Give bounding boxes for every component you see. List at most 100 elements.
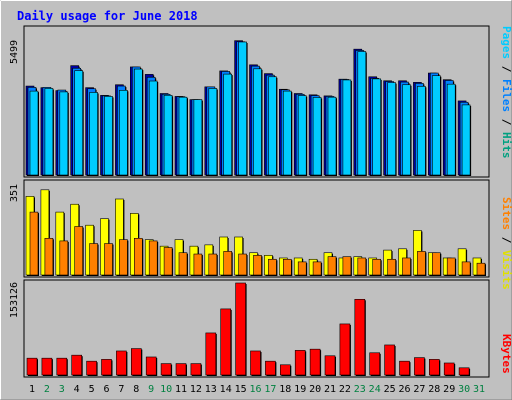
- bar-hits-day-5-body: [89, 92, 98, 176]
- x-tick-label-day-10: 10: [160, 384, 172, 395]
- bar-hits-day-26-body: [402, 84, 411, 176]
- bar-kbytes-day-12: [190, 363, 202, 376]
- bar-sites-day-24: [372, 258, 382, 276]
- bar-hits-day-17-body: [268, 76, 277, 176]
- bar-hits-day-30-body: [461, 104, 471, 176]
- bar-sites-day-25-body: [387, 258, 396, 276]
- bar-kbytes-day-20: [309, 348, 322, 376]
- x-tick-label-day-17: 17: [264, 384, 276, 395]
- bar-kbytes-day-18: [279, 364, 292, 376]
- bar-kbytes-day-14-body: [220, 308, 231, 376]
- bar-kbytes-day-28-body: [428, 359, 440, 376]
- bar-hits-day-2: [44, 88, 54, 176]
- bar-sites-day-28-body: [431, 252, 441, 276]
- bar-sites-day-3-body: [59, 240, 69, 276]
- bar-sites-day-26: [402, 257, 412, 276]
- bar-kbytes-day-24-body: [369, 352, 381, 376]
- bar-hits-day-17: [268, 76, 278, 176]
- bar-kbytes-day-6-body: [101, 359, 112, 376]
- bar-hits-day-15-body: [238, 41, 247, 176]
- bar-sites-day-9: [148, 240, 159, 276]
- x-tick-label-day-16: 16: [249, 384, 261, 395]
- bar-sites-day-2: [44, 238, 54, 276]
- bar-kbytes-day-26-body: [399, 360, 410, 376]
- bar-kbytes-day-11-body: [175, 363, 187, 376]
- bar-hits-day-21: [327, 96, 337, 176]
- bar-kbytes-day-15-body: [235, 282, 246, 376]
- bar-hits-day-16-body: [253, 68, 262, 176]
- bar-sites-day-17: [268, 258, 278, 276]
- bar-kbytes-day-29-body: [443, 362, 455, 376]
- bar-hits-day-14: [223, 73, 233, 176]
- bar-kbytes-day-13: [205, 332, 217, 376]
- bar-kbytes-day-3: [56, 357, 68, 376]
- bar-kbytes-day-11: [175, 363, 187, 376]
- bar-kbytes-day-7: [116, 350, 128, 376]
- bar-hits-day-11-body: [178, 96, 188, 176]
- bar-hits-day-20-body: [312, 97, 322, 176]
- x-tick-label-day-11: 11: [175, 384, 187, 395]
- bar-kbytes-day-15: [235, 282, 247, 376]
- legend-files: Files: [500, 79, 512, 112]
- bar-kbytes-day-2-body: [41, 357, 53, 376]
- bar-sites-day-10-body: [163, 247, 173, 276]
- x-tick-label-day-1: 1: [29, 384, 35, 395]
- chart-title: Daily usage for June 2018: [17, 9, 198, 23]
- bar-kbytes-day-9: [145, 356, 158, 376]
- bar-hits-day-11: [178, 96, 188, 176]
- bar-kbytes-day-28: [428, 359, 441, 376]
- bar-sites-day-27: [417, 251, 427, 276]
- bar-kbytes-day-1-body: [26, 357, 38, 376]
- bar-hits-day-27-body: [417, 86, 426, 176]
- bar-kbytes-day-17-body: [265, 360, 276, 376]
- bar-sites-day-17-body: [268, 258, 277, 276]
- bar-kbytes-day-23: [354, 298, 366, 376]
- x-tick-label-day-13: 13: [205, 384, 217, 395]
- legend-sep-3: /: [500, 230, 512, 250]
- x-tick-label-day-5: 5: [89, 384, 95, 395]
- bar-sites-day-13: [208, 253, 218, 276]
- bar-hits-day-24: [372, 78, 382, 176]
- bar-sites-day-29-body: [446, 257, 456, 276]
- bar-hits-day-5: [89, 92, 99, 176]
- bar-sites-day-8-body: [134, 238, 143, 276]
- bar-kbytes-day-25: [384, 344, 396, 376]
- x-tick-label-day-14: 14: [220, 384, 232, 395]
- x-tick-label-day-23: 23: [354, 384, 366, 395]
- bar-hits-day-13-body: [208, 88, 218, 176]
- bar-sites-day-21-body: [327, 256, 337, 276]
- bar-sites-day-4: [74, 226, 84, 276]
- bar-hits-day-16: [253, 68, 263, 176]
- bar-kbytes-day-16: [250, 350, 262, 376]
- bar-sites-day-16-body: [253, 255, 262, 276]
- bar-sites-day-20-body: [312, 261, 322, 276]
- bar-sites-day-14: [223, 251, 233, 276]
- x-tick-label-day-6: 6: [103, 384, 109, 395]
- bar-kbytes-day-26: [399, 360, 411, 376]
- bar-hits-day-22: [342, 79, 352, 176]
- bar-sites-day-23: [357, 257, 367, 276]
- bar-hits-day-9: [148, 80, 159, 176]
- bar-kbytes-day-24: [369, 352, 381, 376]
- legend-pages: Pages: [500, 26, 512, 59]
- x-tick-label-day-29: 29: [443, 384, 455, 395]
- bar-hits-day-25: [387, 82, 397, 176]
- bar-hits-day-7: [119, 90, 129, 176]
- bar-sites-day-2-body: [44, 238, 54, 276]
- bar-hits-day-3-body: [59, 91, 69, 176]
- bar-sites-day-30-body: [461, 261, 471, 276]
- bar-sites-day-19: [297, 261, 308, 276]
- legend-sep-1: /: [500, 59, 512, 79]
- bar-hits-day-4-body: [74, 70, 83, 176]
- bar-kbytes-day-27-body: [414, 357, 425, 376]
- bar-hits-day-1-body: [29, 90, 39, 176]
- bar-kbytes-day-2: [41, 357, 53, 376]
- bar-sites-day-21: [327, 256, 337, 276]
- bar-hits-day-10: [163, 95, 174, 176]
- bar-kbytes-day-4: [71, 354, 83, 376]
- x-tick-label-day-12: 12: [190, 384, 202, 395]
- bar-hits-day-1: [29, 90, 39, 176]
- bar-hits-day-13: [208, 88, 218, 176]
- bar-hits-day-8-body: [134, 68, 143, 176]
